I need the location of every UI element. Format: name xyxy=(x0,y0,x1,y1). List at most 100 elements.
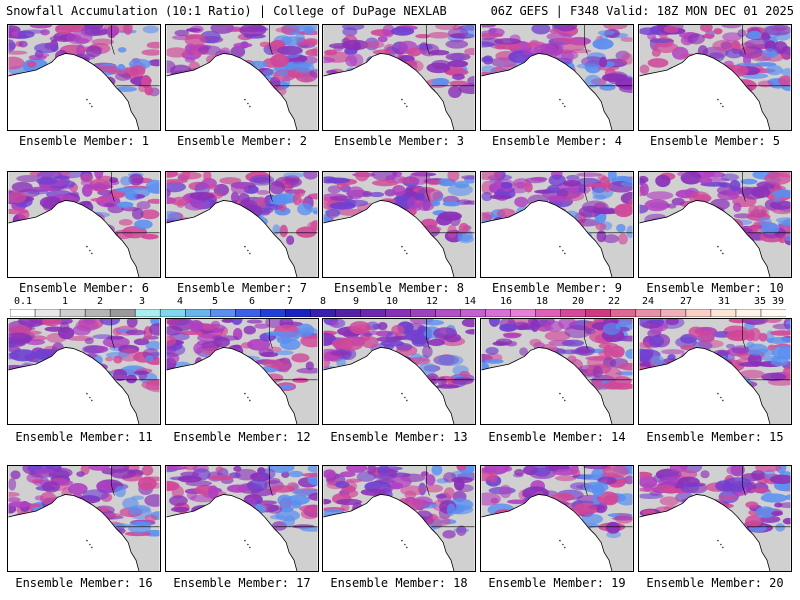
hawaii-island xyxy=(720,102,722,105)
snowfall-map-image xyxy=(323,319,475,424)
political-border xyxy=(269,25,318,87)
colorbar-tick-label: 6 xyxy=(248,296,256,307)
hawaii-island xyxy=(717,392,719,395)
political-border xyxy=(426,25,475,87)
hawaii-island xyxy=(562,543,564,546)
hawaii-island xyxy=(559,98,561,101)
snowfall-map-image xyxy=(323,172,475,277)
ensemble-member-map xyxy=(7,24,161,131)
colorbar-swatch xyxy=(84,309,111,317)
snowfall-map-image xyxy=(166,172,318,277)
colorbar-swatch xyxy=(585,309,612,317)
colorbar-swatch xyxy=(460,309,487,317)
coastline xyxy=(639,494,771,571)
political-border xyxy=(426,466,475,528)
colorbar-tick-label: 3 xyxy=(138,296,146,307)
coastline xyxy=(166,347,298,424)
hawaii-island xyxy=(249,252,251,255)
colorbar-tick-label: 9 xyxy=(352,296,360,307)
political-border xyxy=(584,466,633,528)
ensemble-member-caption: Ensemble Member: 13 xyxy=(330,430,468,444)
political-border xyxy=(111,172,160,234)
hawaii-island xyxy=(564,546,566,549)
snowfall-map-image xyxy=(323,466,475,571)
snowfall-map-image xyxy=(8,172,160,277)
hawaii-island xyxy=(91,105,93,108)
colorbar-swatch xyxy=(134,309,161,317)
snowfall-map-image xyxy=(481,319,633,424)
ensemble-member-map xyxy=(322,465,476,572)
political-border xyxy=(269,172,318,234)
colorbar-swatch xyxy=(485,309,512,317)
hawaii-island xyxy=(564,252,566,255)
ensemble-member-map xyxy=(7,465,161,572)
ensemble-member-caption: Ensemble Member: 8 xyxy=(333,281,465,295)
snowfall-map-image xyxy=(481,172,633,277)
snowfall-map-image xyxy=(166,466,318,571)
coastline xyxy=(166,200,298,277)
hawaii-island xyxy=(247,249,249,252)
hawaii-island xyxy=(564,399,566,402)
colorbar-swatch xyxy=(735,309,762,317)
political-border xyxy=(742,172,791,234)
colorbar-tick-label: 10 xyxy=(385,296,399,307)
colorbar-swatch xyxy=(510,309,537,317)
snowfall-map-image xyxy=(481,25,633,130)
colorbar-tick-label: 39 xyxy=(771,296,785,307)
colorbar-tick-label: 5 xyxy=(211,296,219,307)
hawaii-island xyxy=(86,98,88,101)
colorbar-tick-label: 8 xyxy=(319,296,327,307)
colorbar-swatch xyxy=(335,309,362,317)
colorbar-tick-label: 31 xyxy=(717,296,731,307)
hawaii-island xyxy=(720,249,722,252)
ensemble-member-map xyxy=(322,24,476,131)
snowfall-map-image xyxy=(481,466,633,571)
hawaii-island xyxy=(91,399,93,402)
political-border xyxy=(426,319,475,381)
colorbar-tick-label: 0.1 xyxy=(13,296,33,307)
coastline xyxy=(8,200,140,277)
hawaii-island xyxy=(247,396,249,399)
colorbar xyxy=(10,309,786,317)
hawaii-island xyxy=(249,105,251,108)
ensemble-member-map xyxy=(638,171,792,278)
hawaii-island xyxy=(406,105,408,108)
ensemble-member-caption: Ensemble Member: 17 xyxy=(173,576,311,590)
ensemble-member-caption: Ensemble Member: 11 xyxy=(15,430,153,444)
ensemble-member-caption: Ensemble Member: 1 xyxy=(18,134,150,148)
hawaii-island xyxy=(562,396,564,399)
colorbar-swatch xyxy=(610,309,637,317)
coastline xyxy=(166,494,298,571)
hawaii-island xyxy=(86,539,88,542)
coastline xyxy=(639,347,771,424)
hawaii-island xyxy=(401,539,403,542)
hawaii-island xyxy=(244,98,246,101)
ensemble-member-caption: Ensemble Member: 12 xyxy=(173,430,311,444)
hawaii-island xyxy=(562,249,564,252)
colorbar-swatch xyxy=(710,309,737,317)
ensemble-member-caption: Ensemble Member: 9 xyxy=(491,281,623,295)
hawaii-island xyxy=(91,252,93,255)
ensemble-member-caption: Ensemble Member: 3 xyxy=(333,134,465,148)
ensemble-member-caption: Ensemble Member: 20 xyxy=(646,576,784,590)
hawaii-island xyxy=(401,392,403,395)
hawaii-island xyxy=(401,245,403,248)
coastline xyxy=(481,200,613,277)
colorbar-swatch xyxy=(59,309,86,317)
hawaii-island xyxy=(559,245,561,248)
ensemble-member-map xyxy=(480,171,634,278)
political-border xyxy=(111,319,160,381)
colorbar-swatch xyxy=(184,309,212,317)
ensemble-member-caption: Ensemble Member: 19 xyxy=(488,576,626,590)
hawaii-island xyxy=(720,543,722,546)
ensemble-member-caption: Ensemble Member: 16 xyxy=(15,576,153,590)
ensemble-member-caption: Ensemble Member: 14 xyxy=(488,430,626,444)
ensemble-member-map xyxy=(7,318,161,425)
colorbar-tick-label: 12 xyxy=(425,296,439,307)
colorbar-tick-label: 4 xyxy=(176,296,184,307)
hawaii-island xyxy=(564,105,566,108)
model-run-info: 06Z GEFS | F348 Valid: 18Z MON DEC 01 20… xyxy=(490,4,794,18)
colorbar-swatch xyxy=(109,309,136,317)
colorbar-swatch xyxy=(360,309,387,317)
hawaii-island xyxy=(404,249,406,252)
